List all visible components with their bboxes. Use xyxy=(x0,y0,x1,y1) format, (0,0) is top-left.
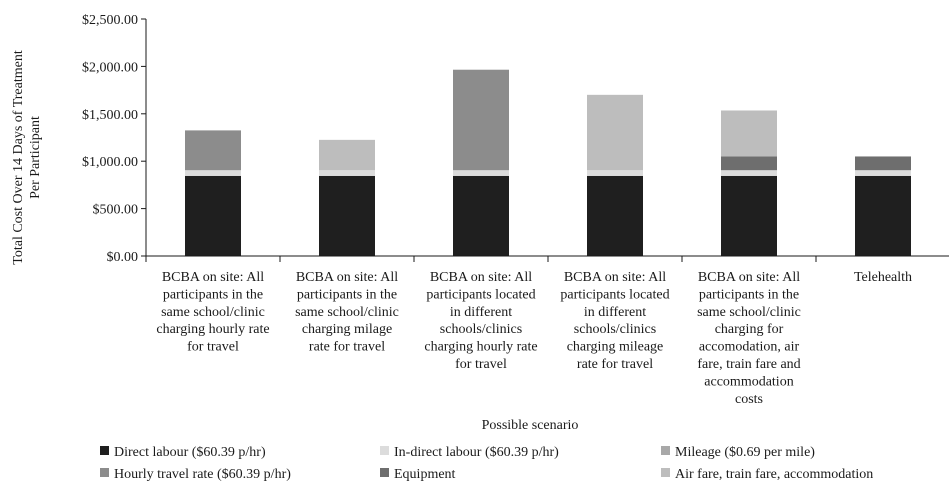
legend-swatch xyxy=(661,468,670,477)
bar-segment xyxy=(721,156,777,171)
bar-segment xyxy=(453,69,509,171)
legend-swatch xyxy=(100,446,109,455)
bar-segment xyxy=(319,139,375,171)
y-axis: $0.00 $500.00 $1,000.00 $1,500.00 $2,000.00 $… xyxy=(82,13,147,265)
bar-segment xyxy=(721,110,777,157)
y-axis-title: Total Cost Over 14 Days of Treatment Per … xyxy=(11,50,43,265)
bar-segment xyxy=(453,170,509,176)
legend-label: Mileage ($0.69 per mile) xyxy=(675,445,815,460)
x-tick-label: BCBA on site: All participants in the same… xyxy=(295,270,399,355)
bar-segment xyxy=(319,175,375,256)
x-axis-title: Possible scenario xyxy=(482,418,579,433)
legend-item: Mileage ($0.69 per mile) xyxy=(661,445,815,460)
y-tick-label: $2,500.00 xyxy=(82,13,138,28)
bar-segment xyxy=(721,175,777,256)
bar-segment xyxy=(855,156,911,171)
legend-swatch xyxy=(661,446,670,455)
bar-segment xyxy=(721,170,777,176)
y-tick-label: $1,500.00 xyxy=(82,108,138,123)
legend: Direct labour ($60.39 p/hr) In-direct lab… xyxy=(100,445,873,482)
bar-segment xyxy=(185,175,241,256)
x-tick-labels: BCBA on site: All participants in the same… xyxy=(156,270,912,407)
bars-group xyxy=(185,69,911,256)
legend-label: Hourly travel rate ($60.39 p/hr) xyxy=(114,467,291,482)
y-tick-label: $2,000.00 xyxy=(82,60,138,75)
bar-segment xyxy=(185,170,241,176)
x-tick-label: BCBA on site: All participants in the same… xyxy=(156,270,269,355)
legend-swatch xyxy=(100,468,109,477)
x-tick-label: BCBA on site: All participants located in … xyxy=(560,270,669,372)
legend-item: Equipment xyxy=(380,467,456,482)
bar-segment xyxy=(453,175,509,256)
bar-segment xyxy=(587,94,643,171)
legend-item: In-direct labour ($60.39 p/hr) xyxy=(380,445,559,460)
bar-segment xyxy=(319,170,375,176)
y-tick-label: $1,000.00 xyxy=(82,155,138,170)
legend-label: In-direct labour ($60.39 p/hr) xyxy=(394,445,559,460)
y-tick-label: $0.00 xyxy=(107,250,139,265)
legend-item: Direct labour ($60.39 p/hr) xyxy=(100,445,266,460)
legend-label: Equipment xyxy=(394,467,456,482)
x-tick-label: BCBA on site: All participants in the same… xyxy=(697,270,801,407)
legend-item: Air fare, train fare, accommodation xyxy=(661,467,873,482)
legend-swatch xyxy=(380,446,389,455)
legend-item: Hourly travel rate ($60.39 p/hr) xyxy=(100,467,291,482)
bar-segment xyxy=(855,170,911,176)
x-axis xyxy=(145,255,949,262)
y-tick-label: $500.00 xyxy=(93,203,139,218)
legend-label: Air fare, train fare, accommodation xyxy=(675,467,873,482)
x-tick-label: Telehealth xyxy=(854,270,912,285)
bar-segment xyxy=(185,130,241,171)
bar-segment xyxy=(587,175,643,256)
legend-swatch xyxy=(380,468,389,477)
x-tick-label: BCBA on site: All participants located in … xyxy=(424,270,537,372)
legend-label: Direct labour ($60.39 p/hr) xyxy=(114,445,266,460)
bar-segment xyxy=(855,175,911,256)
bar-segment xyxy=(587,170,643,176)
